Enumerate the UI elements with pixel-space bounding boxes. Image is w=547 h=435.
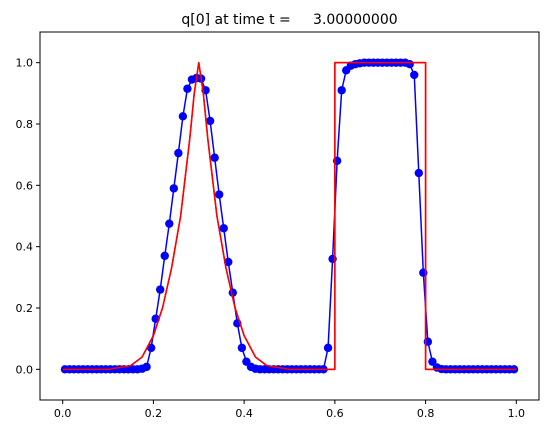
x-tick-label: 0.6 — [326, 407, 344, 420]
series-0-point — [428, 357, 437, 366]
x-tick-label: 0.4 — [235, 407, 253, 420]
series-0-line — [64, 61, 515, 371]
series-0-point — [210, 153, 219, 162]
series-0-point — [214, 190, 224, 199]
series-0-point — [174, 148, 183, 158]
series-0-point — [169, 184, 179, 193]
x-tick-label: 0.2 — [145, 407, 163, 420]
y-tick-label: 0.6 — [16, 179, 34, 192]
series-0-point — [410, 70, 419, 80]
plot-frame — [39, 31, 540, 401]
series-0-point — [219, 224, 228, 233]
series-1-line — [62, 61, 517, 371]
y-tick-label: 0.8 — [16, 118, 34, 131]
series-0-point — [405, 59, 414, 69]
series-0-point — [224, 257, 233, 267]
series-0-point — [146, 343, 156, 353]
series-1-line-overlay — [62, 61, 517, 371]
series-0-point — [156, 285, 165, 294]
y-tick-label: 0.0 — [16, 363, 34, 376]
series-0-point — [183, 84, 192, 93]
series-0-point — [160, 251, 169, 261]
x-tick-label: 0.0 — [54, 407, 72, 420]
series-0-point — [165, 219, 174, 228]
series-0-point — [337, 86, 346, 95]
series-0-point — [142, 362, 151, 372]
series-0-point — [178, 112, 188, 121]
series-0-point — [205, 116, 215, 126]
y-tick-label: 0.4 — [16, 241, 34, 254]
y-tick-label: 0.2 — [16, 302, 34, 315]
y-tick-label: 1.0 — [16, 57, 34, 70]
series-0-point — [237, 343, 247, 353]
series-0-point — [323, 343, 333, 353]
x-tick-label: 1.0 — [508, 407, 526, 420]
chart-title: q[0] at time t = 3.00000000 — [181, 12, 397, 28]
x-tick-label: 0.8 — [417, 407, 435, 420]
series-0-point — [414, 168, 423, 178]
